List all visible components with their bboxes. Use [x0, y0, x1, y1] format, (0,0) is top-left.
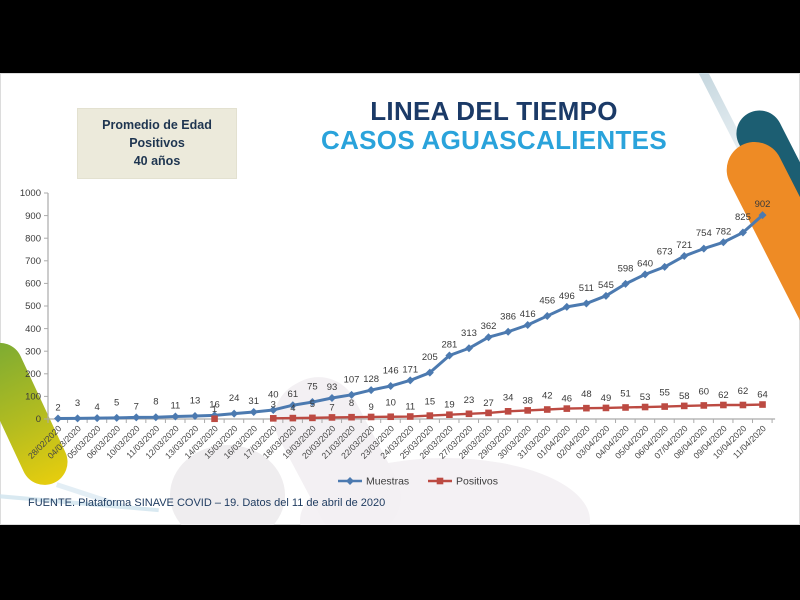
svg-text:600: 600 — [25, 279, 41, 290]
svg-text:49: 49 — [601, 393, 612, 404]
svg-text:5: 5 — [310, 399, 315, 410]
svg-text:75: 75 — [307, 382, 318, 393]
svg-text:61: 61 — [288, 389, 299, 400]
svg-text:48: 48 — [581, 389, 592, 400]
svg-text:31: 31 — [248, 396, 259, 407]
svg-text:146: 146 — [383, 366, 399, 377]
svg-text:1: 1 — [212, 404, 217, 415]
svg-text:496: 496 — [559, 291, 575, 302]
svg-text:24: 24 — [229, 393, 240, 404]
svg-text:205: 205 — [422, 352, 438, 363]
svg-text:62: 62 — [718, 390, 729, 401]
svg-text:10: 10 — [385, 398, 396, 409]
average-age-line2: Positivos — [129, 136, 185, 151]
svg-text:545: 545 — [598, 280, 614, 291]
watermark-blob-left — [170, 445, 285, 525]
svg-text:300: 300 — [25, 346, 41, 357]
svg-text:5: 5 — [114, 397, 119, 408]
svg-text:902: 902 — [755, 199, 771, 210]
svg-text:34: 34 — [503, 392, 514, 403]
average-age-box: Promedio de Edad Positivos 40 años — [77, 108, 237, 180]
svg-text:Muestras: Muestras — [366, 476, 409, 488]
svg-text:754: 754 — [696, 228, 712, 239]
svg-text:362: 362 — [481, 321, 497, 332]
svg-text:42: 42 — [542, 391, 553, 402]
svg-text:900: 900 — [25, 211, 41, 222]
svg-text:4: 4 — [290, 403, 295, 414]
svg-text:456: 456 — [539, 295, 555, 306]
svg-text:416: 416 — [520, 309, 536, 320]
chart-legend: Muestras Positivos — [338, 476, 498, 488]
svg-text:500: 500 — [25, 301, 41, 312]
svg-text:313: 313 — [461, 328, 477, 339]
svg-text:8: 8 — [153, 397, 158, 408]
svg-text:2: 2 — [55, 403, 60, 414]
svg-text:4: 4 — [94, 402, 99, 413]
svg-text:11: 11 — [170, 401, 180, 412]
svg-text:100: 100 — [25, 392, 41, 403]
svg-text:64: 64 — [757, 390, 768, 401]
svg-text:7: 7 — [134, 401, 139, 412]
svg-text:15: 15 — [425, 397, 436, 408]
x-axis-labels: 28/02/202004/03/202005/03/202006/03/2020… — [26, 423, 768, 461]
svg-text:640: 640 — [637, 258, 653, 269]
slide-title: LINEA DEL TIEMPO CASOS AGUASCALIENTES — [300, 96, 688, 156]
svg-text:Positivos: Positivos — [456, 476, 498, 488]
svg-text:9: 9 — [368, 402, 373, 413]
average-age-line3: 40 años — [133, 154, 181, 169]
svg-text:27: 27 — [483, 398, 494, 409]
svg-text:598: 598 — [618, 263, 634, 274]
svg-text:23: 23 — [464, 395, 475, 406]
slide: Promedio de Edad Positivos 40 años LINEA… — [0, 73, 800, 525]
svg-text:3: 3 — [271, 399, 276, 410]
source-footer: FUENTE. Plataforma SINAVE COVID – 19. Da… — [28, 497, 386, 509]
svg-text:511: 511 — [579, 283, 594, 294]
average-age-line1: Promedio de Edad — [102, 118, 212, 132]
svg-text:16: 16 — [209, 399, 220, 410]
svg-text:800: 800 — [25, 233, 41, 244]
svg-text:281: 281 — [441, 339, 457, 350]
svg-text:107: 107 — [344, 374, 360, 385]
svg-text:53: 53 — [640, 392, 651, 403]
svg-text:93: 93 — [327, 382, 338, 393]
svg-text:782: 782 — [715, 226, 731, 237]
svg-text:13: 13 — [190, 396, 201, 407]
svg-text:171: 171 — [402, 364, 418, 375]
svg-text:3: 3 — [75, 398, 80, 409]
svg-text:11: 11 — [405, 402, 415, 413]
svg-text:8: 8 — [349, 398, 354, 409]
svg-text:7: 7 — [329, 402, 334, 413]
svg-text:128: 128 — [363, 374, 379, 385]
svg-text:0: 0 — [36, 414, 41, 425]
svg-text:55: 55 — [659, 388, 670, 399]
title-line2: CASOS AGUASCALIENTES — [321, 125, 667, 156]
svg-text:721: 721 — [676, 240, 692, 251]
svg-text:38: 38 — [522, 395, 533, 406]
svg-text:60: 60 — [699, 386, 710, 397]
svg-text:19: 19 — [444, 400, 455, 411]
letterbox-top — [0, 0, 800, 73]
svg-text:200: 200 — [25, 369, 41, 380]
svg-text:1000: 1000 — [20, 188, 41, 199]
letterbox-bottom — [0, 525, 800, 600]
chart-axes: 0 100 200 300 400 500 600 700 800 900 1000 — [20, 188, 776, 425]
svg-text:58: 58 — [679, 391, 690, 402]
title-line1: LINEA DEL TIEMPO — [370, 96, 618, 126]
svg-text:700: 700 — [25, 256, 41, 267]
svg-text:40: 40 — [268, 389, 279, 400]
svg-text:673: 673 — [657, 246, 673, 257]
svg-text:386: 386 — [500, 311, 516, 322]
svg-text:400: 400 — [25, 324, 41, 335]
svg-text:62: 62 — [738, 386, 749, 397]
svg-text:825: 825 — [735, 212, 751, 223]
svg-text:46: 46 — [562, 394, 573, 405]
svg-text:51: 51 — [620, 388, 631, 399]
timeline-chart: 0 100 200 300 400 500 600 700 800 900 1000 28/02/20… — [20, 188, 776, 488]
